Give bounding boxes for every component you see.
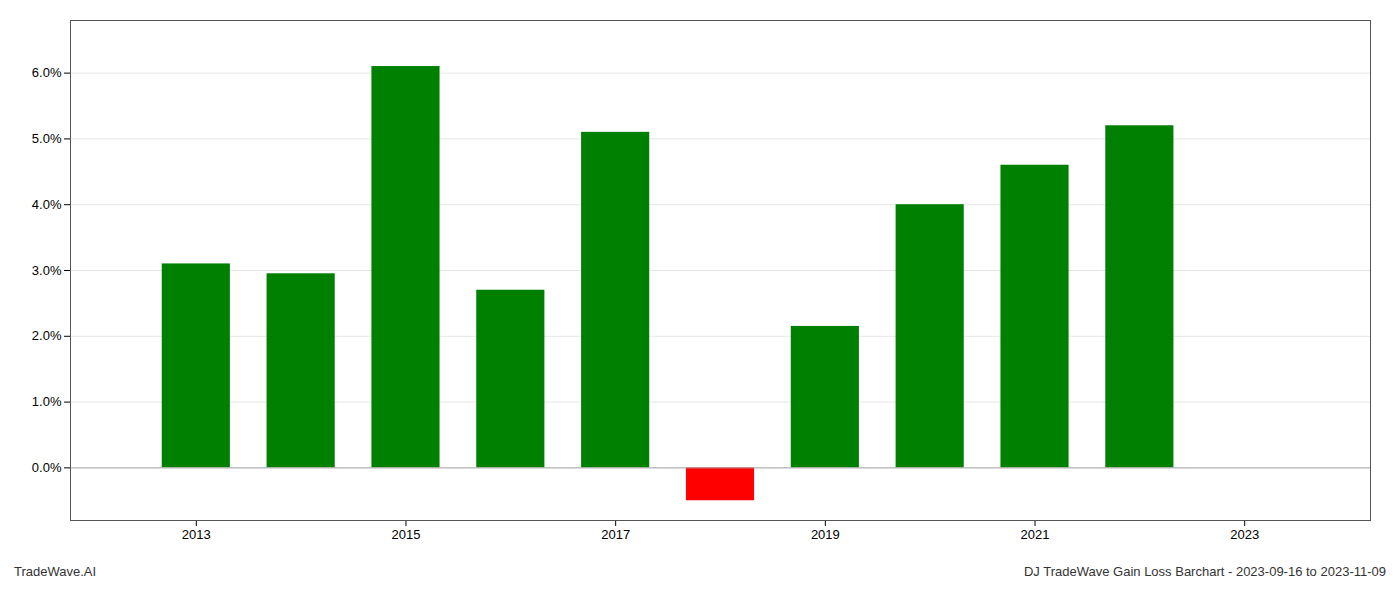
svg-text:4.0%: 4.0% — [32, 197, 62, 212]
svg-text:3.0%: 3.0% — [32, 263, 62, 278]
svg-text:2023: 2023 — [1230, 527, 1259, 542]
svg-text:2021: 2021 — [1021, 527, 1050, 542]
svg-text:5.0%: 5.0% — [32, 131, 62, 146]
svg-text:0.0%: 0.0% — [32, 460, 62, 475]
html-text:TradeWave.AI: TradeWave.AI — [14, 564, 97, 579]
svg-text:2015: 2015 — [392, 527, 421, 542]
svg-text:6.0%: 6.0% — [32, 65, 62, 80]
svg-text:2.0%: 2.0% — [32, 328, 62, 343]
svg-text:2013: 2013 — [182, 527, 211, 542]
svg-text:2017: 2017 — [601, 527, 630, 542]
svg-text:2019: 2019 — [811, 527, 840, 542]
svg-text:1.0%: 1.0% — [32, 394, 62, 409]
html-text:DJ TradeWave Gain Loss Barchar: DJ TradeWave Gain Loss Barchart - 2023-0… — [1024, 564, 1386, 579]
